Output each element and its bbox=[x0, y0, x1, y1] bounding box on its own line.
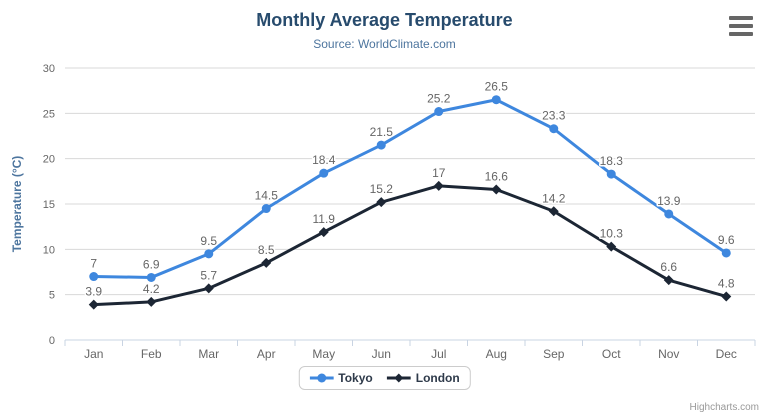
london-point-marker[interactable] bbox=[318, 227, 329, 238]
tokyo-point-marker[interactable] bbox=[204, 249, 214, 259]
london-data-label: 5.7 bbox=[200, 268, 217, 282]
hamburger-menu-icon bbox=[729, 16, 753, 20]
series-line-london[interactable] bbox=[92, 184, 728, 307]
x-axis-tick-label: Oct bbox=[602, 347, 621, 361]
london-point-marker[interactable] bbox=[606, 241, 617, 252]
london-data-label: 3.9 bbox=[85, 285, 102, 299]
tokyo-point-marker[interactable] bbox=[261, 204, 271, 214]
credits-link[interactable]: Highcharts.com bbox=[689, 402, 759, 413]
london-point-marker[interactable] bbox=[376, 197, 387, 208]
london-point-marker[interactable] bbox=[88, 299, 99, 310]
tokyo-point-marker[interactable] bbox=[491, 95, 501, 105]
london-point-marker[interactable] bbox=[491, 184, 502, 195]
tokyo-data-label: 26.5 bbox=[485, 80, 509, 94]
london-data-label: 11.9 bbox=[313, 212, 336, 226]
tokyo-data-label: 14.5 bbox=[255, 189, 279, 203]
tokyo-data-label: 9.6 bbox=[718, 233, 735, 247]
chart-title: Monthly Average Temperature bbox=[256, 10, 513, 30]
x-axis-tick-label: Sep bbox=[543, 347, 565, 361]
x-axis-tick-label: Jan bbox=[84, 347, 103, 361]
x-axis-tick-label: May bbox=[312, 347, 335, 361]
london-data-label: 4.2 bbox=[143, 282, 160, 296]
tokyo-point-marker[interactable] bbox=[376, 140, 386, 150]
y-axis-tick-label: 25 bbox=[43, 108, 55, 120]
y-axis-tick-label: 5 bbox=[49, 290, 55, 302]
tokyo-point-marker[interactable] bbox=[606, 169, 616, 179]
x-axis-tick-label: Dec bbox=[716, 347, 737, 361]
tokyo-data-label: 21.5 bbox=[370, 125, 394, 139]
tokyo-point-marker[interactable] bbox=[549, 124, 559, 134]
london-data-label: 8.5 bbox=[258, 243, 275, 257]
x-axis-tick-label: Aug bbox=[486, 347, 507, 361]
legend: Tokyo London bbox=[298, 366, 471, 390]
hamburger-menu-icon bbox=[729, 24, 753, 28]
london-point-marker[interactable] bbox=[548, 206, 559, 217]
x-axis-tick-label: Apr bbox=[257, 347, 276, 361]
tokyo-point-marker[interactable] bbox=[319, 168, 329, 178]
y-axis-tick-label: 10 bbox=[43, 244, 55, 256]
hamburger-menu-icon bbox=[729, 32, 753, 36]
x-axis-tick-label: Nov bbox=[658, 347, 679, 361]
tokyo-point-marker[interactable] bbox=[721, 248, 731, 258]
x-axis-tick-label: Jun bbox=[372, 347, 391, 361]
legend-item-london[interactable]: London bbox=[386, 371, 460, 385]
export-menu-button[interactable] bbox=[729, 16, 753, 36]
chart-subtitle: Source: WorldClimate.com bbox=[313, 37, 456, 51]
y-axis-tick-label: 0 bbox=[49, 335, 55, 347]
london-data-label: 10.3 bbox=[600, 227, 624, 241]
series-line-tokyo[interactable] bbox=[92, 98, 728, 279]
tokyo-data-label: 7 bbox=[90, 257, 97, 271]
tokyo-point-marker[interactable] bbox=[664, 209, 674, 219]
london-data-label: 17 bbox=[432, 166, 446, 180]
london-point-marker[interactable] bbox=[663, 275, 674, 286]
tokyo-point-marker[interactable] bbox=[146, 272, 156, 282]
legend-label: London bbox=[415, 371, 460, 385]
legend-marker bbox=[316, 373, 326, 383]
tokyo-data-label: 23.3 bbox=[542, 109, 566, 123]
y-axis-tick-label: 20 bbox=[43, 154, 55, 166]
tokyo-data-label: 6.9 bbox=[143, 257, 160, 271]
london-data-label: 15.2 bbox=[370, 182, 394, 196]
london-point-marker[interactable] bbox=[721, 291, 732, 302]
y-axis-tick-label: 30 bbox=[43, 63, 55, 75]
legend-marker bbox=[394, 373, 404, 383]
london-data-label: 4.8 bbox=[718, 276, 735, 290]
y-axis-tick-label: 15 bbox=[43, 199, 55, 211]
legend-label: Tokyo bbox=[338, 371, 373, 385]
tokyo-data-label: 18.4 bbox=[312, 153, 336, 167]
tokyo-data-label: 9.5 bbox=[200, 234, 217, 248]
tokyo-point-marker[interactable] bbox=[434, 107, 444, 117]
london-data-label: 14.2 bbox=[542, 191, 566, 205]
legend-diamond-marker-icon bbox=[386, 373, 411, 383]
legend-item-tokyo[interactable]: Tokyo bbox=[309, 371, 373, 385]
x-axis-tick-label: Feb bbox=[141, 347, 162, 361]
tokyo-data-label: 13.9 bbox=[657, 194, 681, 208]
london-point-marker[interactable] bbox=[433, 180, 444, 191]
tokyo-data-label: 18.3 bbox=[600, 154, 624, 168]
tokyo-data-label: 25.2 bbox=[427, 92, 451, 106]
x-axis-tick-label: Jul bbox=[431, 347, 446, 361]
tokyo-point-marker[interactable] bbox=[89, 272, 99, 282]
london-point-marker[interactable] bbox=[261, 257, 272, 268]
london-data-label: 6.6 bbox=[660, 260, 677, 274]
london-data-label: 16.6 bbox=[485, 169, 509, 183]
london-point-marker[interactable] bbox=[146, 296, 157, 307]
x-axis-tick-label: Mar bbox=[198, 347, 219, 361]
legend-circle-marker-icon bbox=[309, 373, 334, 383]
london-point-marker[interactable] bbox=[203, 283, 214, 294]
